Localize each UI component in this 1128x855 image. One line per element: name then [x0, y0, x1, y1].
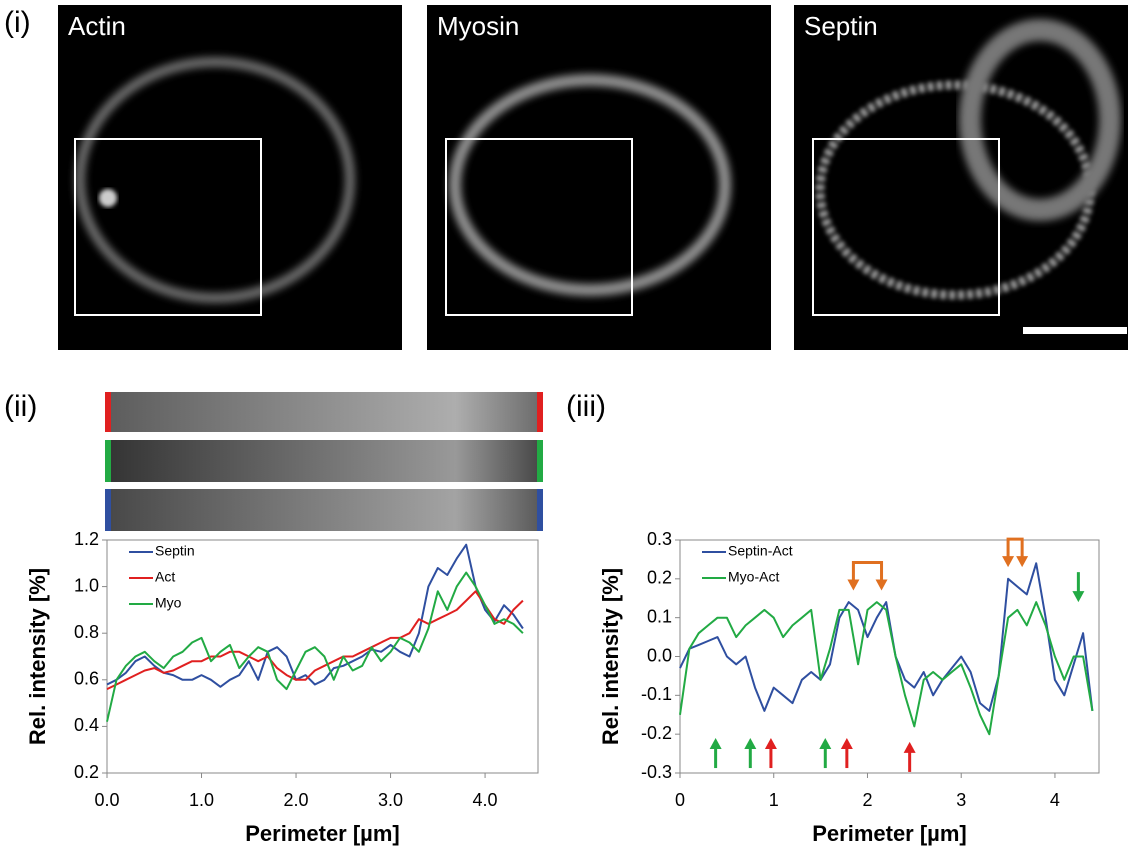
- x-axis-title: Perimeter [µm]: [812, 821, 967, 846]
- x-tick-label: 4.0: [473, 790, 498, 810]
- micrograph: Septin: [794, 5, 1128, 350]
- y-tick-label: -0.2: [641, 723, 672, 743]
- y-tick-label: 0.2: [647, 568, 672, 588]
- micrograph: Myosin: [427, 5, 771, 350]
- arrow: [819, 738, 832, 750]
- y-tick-label: 0.4: [74, 715, 99, 735]
- data-line: [679, 562, 1094, 712]
- bracket-head: [875, 579, 888, 591]
- y-tick-label: 0.1: [647, 606, 672, 626]
- y-tick-label: 1.0: [74, 575, 99, 595]
- x-tick-label: 1: [769, 790, 779, 810]
- data-line: [106, 543, 524, 688]
- y-tick-label: -0.3: [641, 762, 672, 782]
- image-label: Septin: [804, 11, 878, 41]
- x-tick-label: 4: [1050, 790, 1060, 810]
- panel-label: (ii): [4, 390, 37, 423]
- panel-label: (i): [4, 6, 31, 39]
- x-tick-label: 0: [675, 790, 685, 810]
- x-tick-label: 0.0: [94, 790, 119, 810]
- arrow: [840, 738, 853, 750]
- x-tick-label: 3.0: [378, 790, 403, 810]
- arrow: [764, 738, 777, 750]
- x-tick-label: 2: [862, 790, 872, 810]
- x-tick-label: 1.0: [189, 790, 214, 810]
- panel-label: (iii): [566, 390, 606, 423]
- image-label: Actin: [68, 11, 126, 41]
- x-tick-label: 2.0: [284, 790, 309, 810]
- image-label: Myosin: [437, 11, 519, 41]
- bracket-head: [847, 579, 860, 591]
- y-tick-label: 0.8: [74, 622, 99, 642]
- y-axis-title: Rel. intensity [%]: [25, 568, 50, 745]
- legend-label: Septin-Act: [728, 543, 793, 559]
- arrow: [709, 738, 722, 750]
- arrow: [744, 738, 757, 750]
- y-tick-label: 0.6: [74, 669, 99, 689]
- x-tick-label: 3: [956, 790, 966, 810]
- legend-label: Act: [155, 569, 175, 585]
- micrograph: Actin: [58, 5, 402, 350]
- data-line: [679, 601, 1094, 736]
- bracket: [851, 560, 884, 583]
- bracket: [1006, 537, 1024, 560]
- y-tick-label: 1.2: [74, 529, 99, 549]
- arrow: [1072, 591, 1085, 603]
- y-tick-label: -0.1: [641, 684, 672, 704]
- data-line: [106, 590, 524, 691]
- legend-label: Septin: [155, 543, 195, 559]
- legend-label: Myo-Act: [728, 569, 779, 585]
- bracket-head: [1002, 556, 1015, 568]
- data-line: [106, 571, 524, 722]
- y-tick-label: 0.0: [647, 645, 672, 665]
- bracket-head: [1016, 556, 1029, 568]
- y-tick-label: 0.3: [647, 529, 672, 549]
- legend-label: Myo: [155, 595, 182, 611]
- strips: [105, 392, 543, 531]
- plot-frame: [106, 539, 539, 774]
- y-axis-title: Rel. intensity [%]: [598, 568, 623, 745]
- x-axis-title: Perimeter [µm]: [245, 821, 400, 846]
- arrow: [903, 741, 916, 753]
- y-tick-label: 0.2: [74, 762, 99, 782]
